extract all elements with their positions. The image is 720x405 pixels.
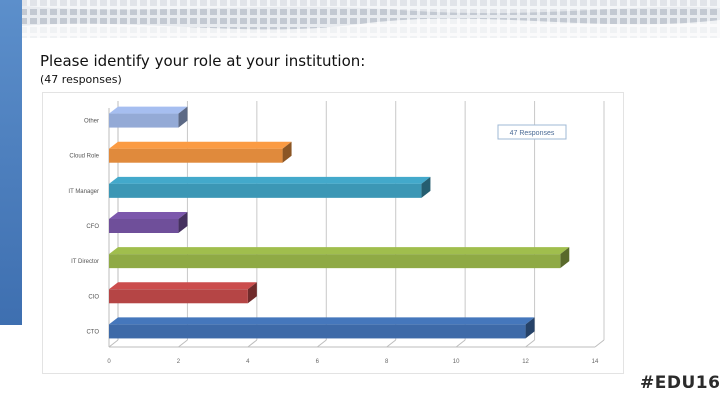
header-banner xyxy=(0,0,720,38)
bar-2 xyxy=(109,183,422,198)
category-label-6: CTO xyxy=(86,329,99,335)
category-label-3: CFO xyxy=(86,224,99,230)
bar-side-6 xyxy=(525,317,535,339)
bar-top-0 xyxy=(109,106,188,114)
bar-top-3 xyxy=(109,212,188,219)
slide-subtitle: (47 responses) xyxy=(40,73,122,86)
x-tick-label-3: 6 xyxy=(316,359,320,365)
bar-5 xyxy=(109,289,248,304)
bar-0 xyxy=(109,113,179,128)
x-tick-label-2: 4 xyxy=(246,359,250,365)
bar-top-6 xyxy=(109,317,535,325)
x-tick-label-6: 12 xyxy=(522,359,529,365)
x-tick-label-5: 10 xyxy=(453,359,460,365)
floor-tick-1 xyxy=(178,339,188,348)
legend-box xyxy=(497,124,567,140)
bar-side-0 xyxy=(178,106,188,128)
floor-tick-2 xyxy=(247,339,258,348)
floor-tick-6 xyxy=(525,339,535,348)
x-tick-label-4: 8 xyxy=(385,359,389,365)
legend-label: 47 Responses xyxy=(510,130,555,137)
category-label-2: IT Manager xyxy=(68,189,99,195)
bar-4 xyxy=(109,254,561,269)
floor-tick-4 xyxy=(386,339,397,348)
bar-3 xyxy=(109,219,179,233)
slide-title: Please identify your role at your instit… xyxy=(40,52,366,70)
bar-top-1 xyxy=(109,141,292,149)
bar-top-5 xyxy=(109,282,257,290)
bar-top-2 xyxy=(109,176,431,184)
bar-6 xyxy=(109,324,526,339)
floor-tick-3 xyxy=(316,339,327,348)
bar-side-5 xyxy=(247,282,257,304)
bar-side-3 xyxy=(178,212,188,233)
left-accent-bar xyxy=(0,0,22,325)
bar-side-4 xyxy=(560,247,570,269)
category-label-0: Other xyxy=(84,119,99,125)
bar-side-2 xyxy=(421,176,431,198)
category-label-1: Cloud Role xyxy=(69,154,99,160)
floor-tick-0 xyxy=(108,339,119,348)
category-label-5: CIO xyxy=(88,294,99,300)
bar-chart: 0 2 4 6 8 10 12 14 Other Cloud Role IT Manager CFO I… xyxy=(68,101,605,365)
x-tick-label-7: 14 xyxy=(592,359,599,365)
category-label-4: IT Director xyxy=(71,259,99,265)
event-hashtag: #EDU16 xyxy=(640,373,720,393)
floor-tick-5 xyxy=(455,339,466,348)
x-tick-label-0: 0 xyxy=(107,359,111,365)
chart-frame: 0 2 4 6 8 10 12 14 Other Cloud Role IT Manager CFO I… xyxy=(42,92,624,374)
x-tick-label-1: 2 xyxy=(177,359,181,365)
floor-tick-7 xyxy=(594,339,605,348)
bar-1 xyxy=(109,148,283,163)
bar-top-4 xyxy=(109,247,570,255)
bar-side-1 xyxy=(282,141,292,163)
